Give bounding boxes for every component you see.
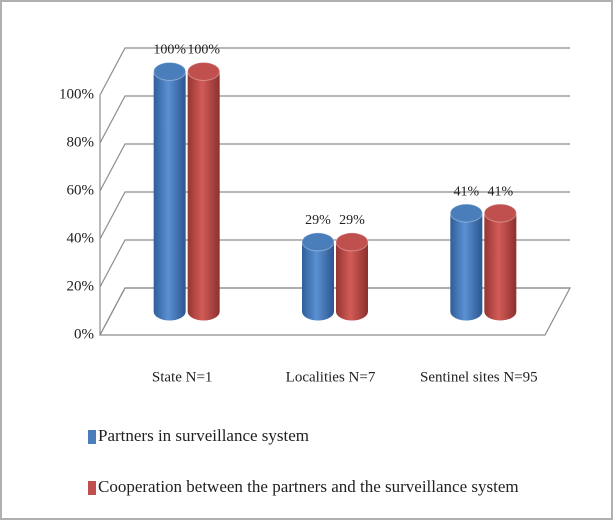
y-tick-label: 100% <box>59 86 94 102</box>
bar-part <box>450 213 483 321</box>
grid-line <box>99 287 570 336</box>
value-label: 29% <box>339 213 365 228</box>
bar <box>335 232 369 321</box>
bar <box>187 62 221 321</box>
bar-part <box>449 203 483 223</box>
bar-part <box>336 241 368 321</box>
grid-line <box>99 143 570 192</box>
bar-part <box>187 71 220 321</box>
legend-swatch <box>88 481 96 495</box>
bar <box>483 203 517 321</box>
bar-part <box>301 232 335 252</box>
bar-part <box>302 241 334 321</box>
bar-part <box>153 71 186 321</box>
bar-part <box>483 203 517 223</box>
y-tick-label: 80% <box>67 134 95 150</box>
bar-part <box>335 232 369 252</box>
grid-line <box>99 191 570 240</box>
value-label: 100% <box>187 43 220 58</box>
y-tick-label: 20% <box>67 278 95 294</box>
value-label: 100% <box>153 43 186 58</box>
bar <box>153 62 187 321</box>
value-label: 29% <box>305 213 331 228</box>
x-tick-label: Sentinel sites N=95 <box>420 369 538 385</box>
grid-line <box>99 239 570 288</box>
y-tick-label: 0% <box>74 326 94 342</box>
bar-part <box>484 213 517 321</box>
legend-label: Cooperation between the partners and the… <box>98 477 519 496</box>
bar <box>449 203 483 321</box>
value-label: 41% <box>487 184 513 199</box>
y-tick-label: 40% <box>67 230 95 246</box>
value-label: 41% <box>453 184 479 199</box>
grid-line <box>99 47 570 96</box>
legend-swatch <box>88 430 96 444</box>
grid-line <box>99 95 570 144</box>
x-tick-label: Localities N=7 <box>286 369 376 385</box>
legend-label: Partners in surveillance system <box>98 426 309 445</box>
bar-part <box>153 62 187 81</box>
bar-part <box>187 62 221 81</box>
y-tick-label: 60% <box>67 182 95 198</box>
bar <box>301 232 335 321</box>
x-tick-label: State N=1 <box>152 369 213 385</box>
